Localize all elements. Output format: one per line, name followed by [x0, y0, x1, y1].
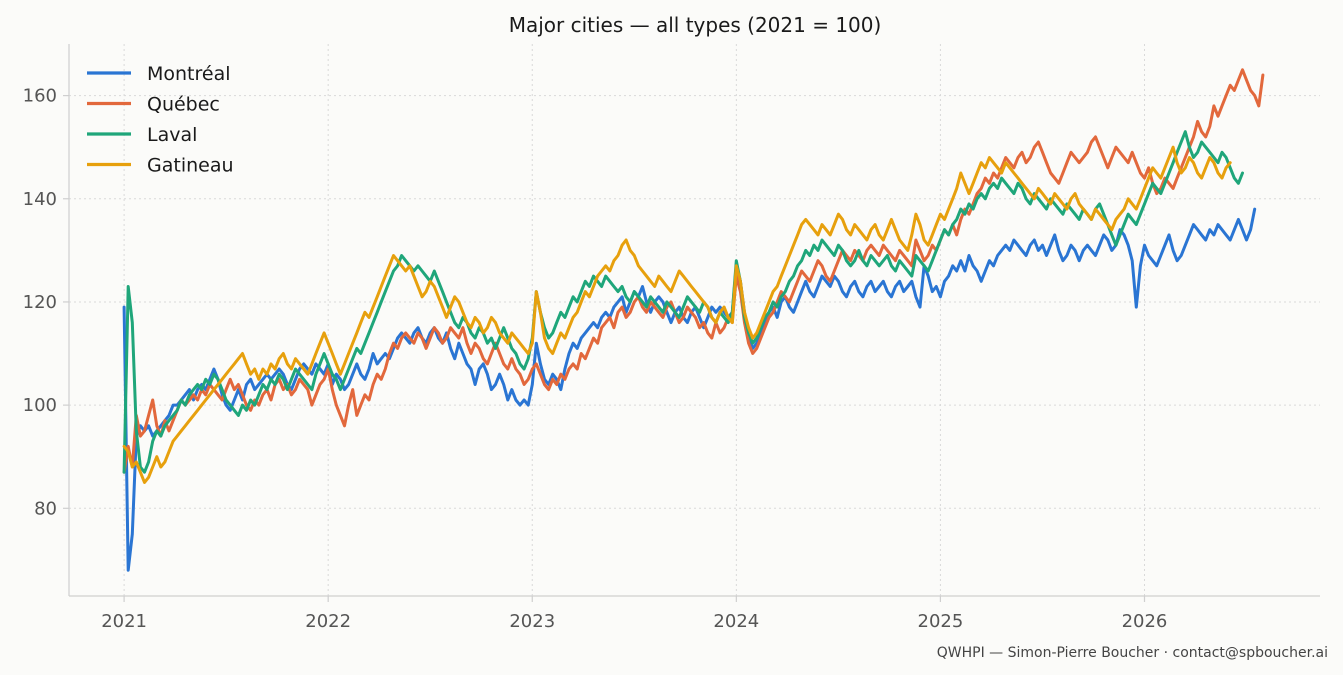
- series-line-quebec: [122, 68, 1265, 474]
- legend-label: Montréal: [147, 63, 231, 85]
- y-tick-label: 80: [34, 498, 57, 519]
- series-line-gatineau: [122, 145, 1232, 484]
- x-tick-label: 2024: [713, 611, 759, 632]
- x-tick-label: 2023: [509, 611, 555, 632]
- footer-credit: QWHPI — Simon-Pierre Boucher · contact@s…: [937, 645, 1328, 661]
- y-tick-label: 100: [23, 395, 57, 416]
- axes: 80 100 120 140 160 2021 2022 2023 2024 2025 2026: [23, 44, 1320, 632]
- series-line-laval: [122, 130, 1244, 474]
- x-tick-label: 2025: [918, 611, 964, 632]
- chart-title: Major cities — all types (2021 = 100): [509, 13, 882, 37]
- y-tick-label: 120: [23, 292, 57, 313]
- grid: [69, 44, 1320, 596]
- x-tick-label: 2021: [101, 611, 147, 632]
- legend-label: Gatineau: [147, 155, 234, 177]
- x-tick-label: 2026: [1122, 611, 1168, 632]
- legend: Montréal Québec Laval Gatineau: [87, 63, 234, 177]
- series-lines: [122, 68, 1265, 572]
- y-tick-label: 160: [23, 86, 57, 107]
- legend-label: Laval: [147, 124, 197, 146]
- series-line-montreal: [122, 207, 1257, 572]
- x-tick-label: 2022: [305, 611, 351, 632]
- legend-label: Québec: [147, 94, 220, 116]
- y-tick-label: 140: [23, 189, 57, 210]
